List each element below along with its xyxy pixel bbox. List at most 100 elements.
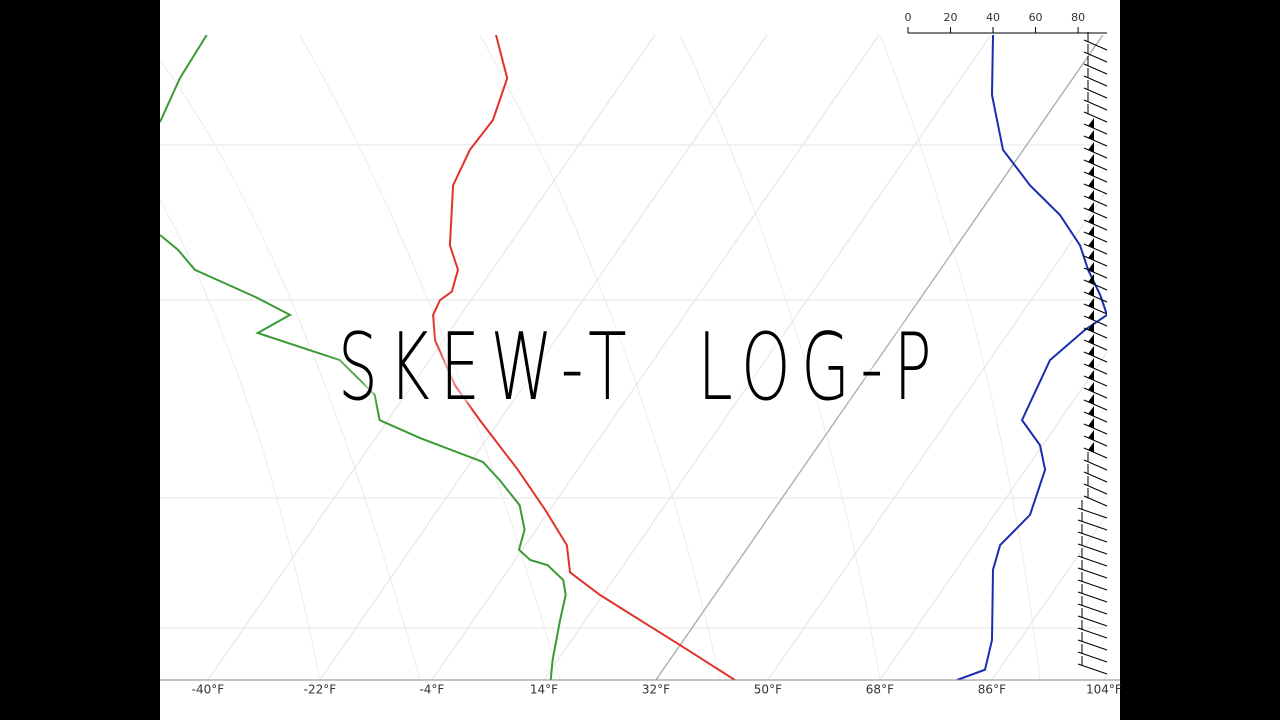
barb-staff [1083, 327, 1108, 339]
x-tick-label: 86°F [978, 683, 1006, 697]
x2-tick-label: 60 [1029, 11, 1043, 24]
barb-flag [1088, 166, 1094, 176]
barb-flag [1088, 418, 1094, 428]
isotherm-grid-line [1103, 674, 1107, 680]
freezing-isotherm [655, 35, 1104, 680]
barb-flag [1088, 118, 1094, 128]
isotherm-grid-line [207, 35, 656, 680]
barb-flag [1088, 154, 1094, 164]
x2-tick-label: 0 [905, 11, 912, 24]
barb-staff [1077, 567, 1108, 579]
x2-tick-label: 80 [1071, 11, 1085, 24]
barb-flag [1088, 346, 1094, 356]
profile-line [160, 35, 567, 680]
barb-staff [1083, 339, 1108, 351]
barb-flag [1088, 358, 1094, 368]
barb-flag [1088, 226, 1094, 236]
barb-staff [1083, 207, 1108, 219]
barb-staff [1083, 303, 1108, 315]
barb-staff [1077, 519, 1108, 531]
barb-staff [1077, 507, 1108, 519]
profile-line [432, 35, 736, 680]
barb-staff [1077, 531, 1108, 543]
barb-flag [1088, 322, 1094, 332]
barb-flag [1088, 190, 1094, 200]
barb-flag [1088, 394, 1094, 404]
barb-flag [1088, 262, 1094, 272]
barb-flag [1088, 298, 1094, 308]
x2-tick-label: 40 [986, 11, 1000, 24]
x-tick-label: 104°F [1086, 683, 1122, 697]
barb-staff [1083, 435, 1108, 447]
barb-staff [1083, 231, 1108, 243]
barb-flag [1088, 214, 1094, 224]
barb-flag [1088, 382, 1094, 392]
barb-staff [1077, 615, 1108, 627]
plot-area [160, 35, 1107, 680]
x-tick-label: 50°F [754, 683, 782, 697]
barb-flag [1088, 310, 1094, 320]
x-tick-label: 68°F [866, 683, 894, 697]
barb-staff [1083, 315, 1108, 327]
barb-staff [1083, 447, 1108, 459]
title: SKEW-T LOG-P [337, 313, 943, 421]
barb-flag [1088, 406, 1094, 416]
chart-background [160, 0, 1120, 720]
barb-staff [1083, 147, 1108, 159]
barb-staff [1083, 423, 1108, 435]
barb-flag [1088, 202, 1094, 212]
barb-staff [1083, 255, 1108, 267]
barb-flag [1088, 178, 1094, 188]
barb-staff [1083, 243, 1108, 255]
barb-staff [1083, 195, 1108, 207]
barb-staff [1077, 555, 1108, 567]
profile-line [956, 35, 1107, 680]
isotherm-grid-line [431, 35, 880, 680]
barb-staff [1083, 267, 1108, 279]
barb-flag [1088, 130, 1094, 140]
x-tick-label: -40°F [192, 683, 225, 697]
barb-flag [1088, 334, 1094, 344]
barb-staff [1083, 387, 1108, 399]
barb-staff [1083, 411, 1108, 423]
barb-staff [1077, 627, 1108, 639]
barb-staff [1083, 135, 1108, 147]
isotherm-grid-line [767, 189, 1107, 680]
barb-flag [1088, 442, 1094, 452]
barb-flag [1088, 250, 1094, 260]
isotherm-grid-line [879, 351, 1107, 680]
barb-staff [1077, 579, 1108, 591]
x-tick-label: 14°F [530, 683, 558, 697]
barb-staff [1083, 363, 1108, 375]
x-tick-label: -4°F [419, 683, 444, 697]
barb-flag [1088, 370, 1094, 380]
barb-staff [1077, 663, 1108, 675]
barb-flag [1088, 142, 1094, 152]
barb-staff [1083, 375, 1108, 387]
dry-adiabats [160, 35, 1041, 680]
isotherm-grid-line [543, 35, 992, 680]
barb-flag [1088, 430, 1094, 440]
wind-barbs [1077, 32, 1108, 675]
barb-staff [1077, 639, 1108, 651]
background-lines [160, 35, 1107, 680]
barb-flag [1088, 286, 1094, 296]
barb-staff [1077, 651, 1108, 663]
isotherm-grid-line [991, 513, 1107, 680]
barb-staff [1083, 123, 1108, 135]
isotherm-grid-line [319, 35, 768, 680]
x-tick-label: -22°F [304, 683, 337, 697]
barb-staff [1083, 399, 1108, 411]
barb-staff [1083, 171, 1108, 183]
barb-staff [1077, 603, 1108, 615]
x-tick-label: 32°F [642, 683, 670, 697]
barb-staff [1083, 351, 1108, 363]
barb-staff [1083, 183, 1108, 195]
barb-staff [1083, 291, 1108, 303]
barb-staff [1083, 159, 1108, 171]
barb-staff [1077, 543, 1108, 555]
x2-tick-label: 20 [944, 11, 958, 24]
barb-staff [1077, 591, 1108, 603]
